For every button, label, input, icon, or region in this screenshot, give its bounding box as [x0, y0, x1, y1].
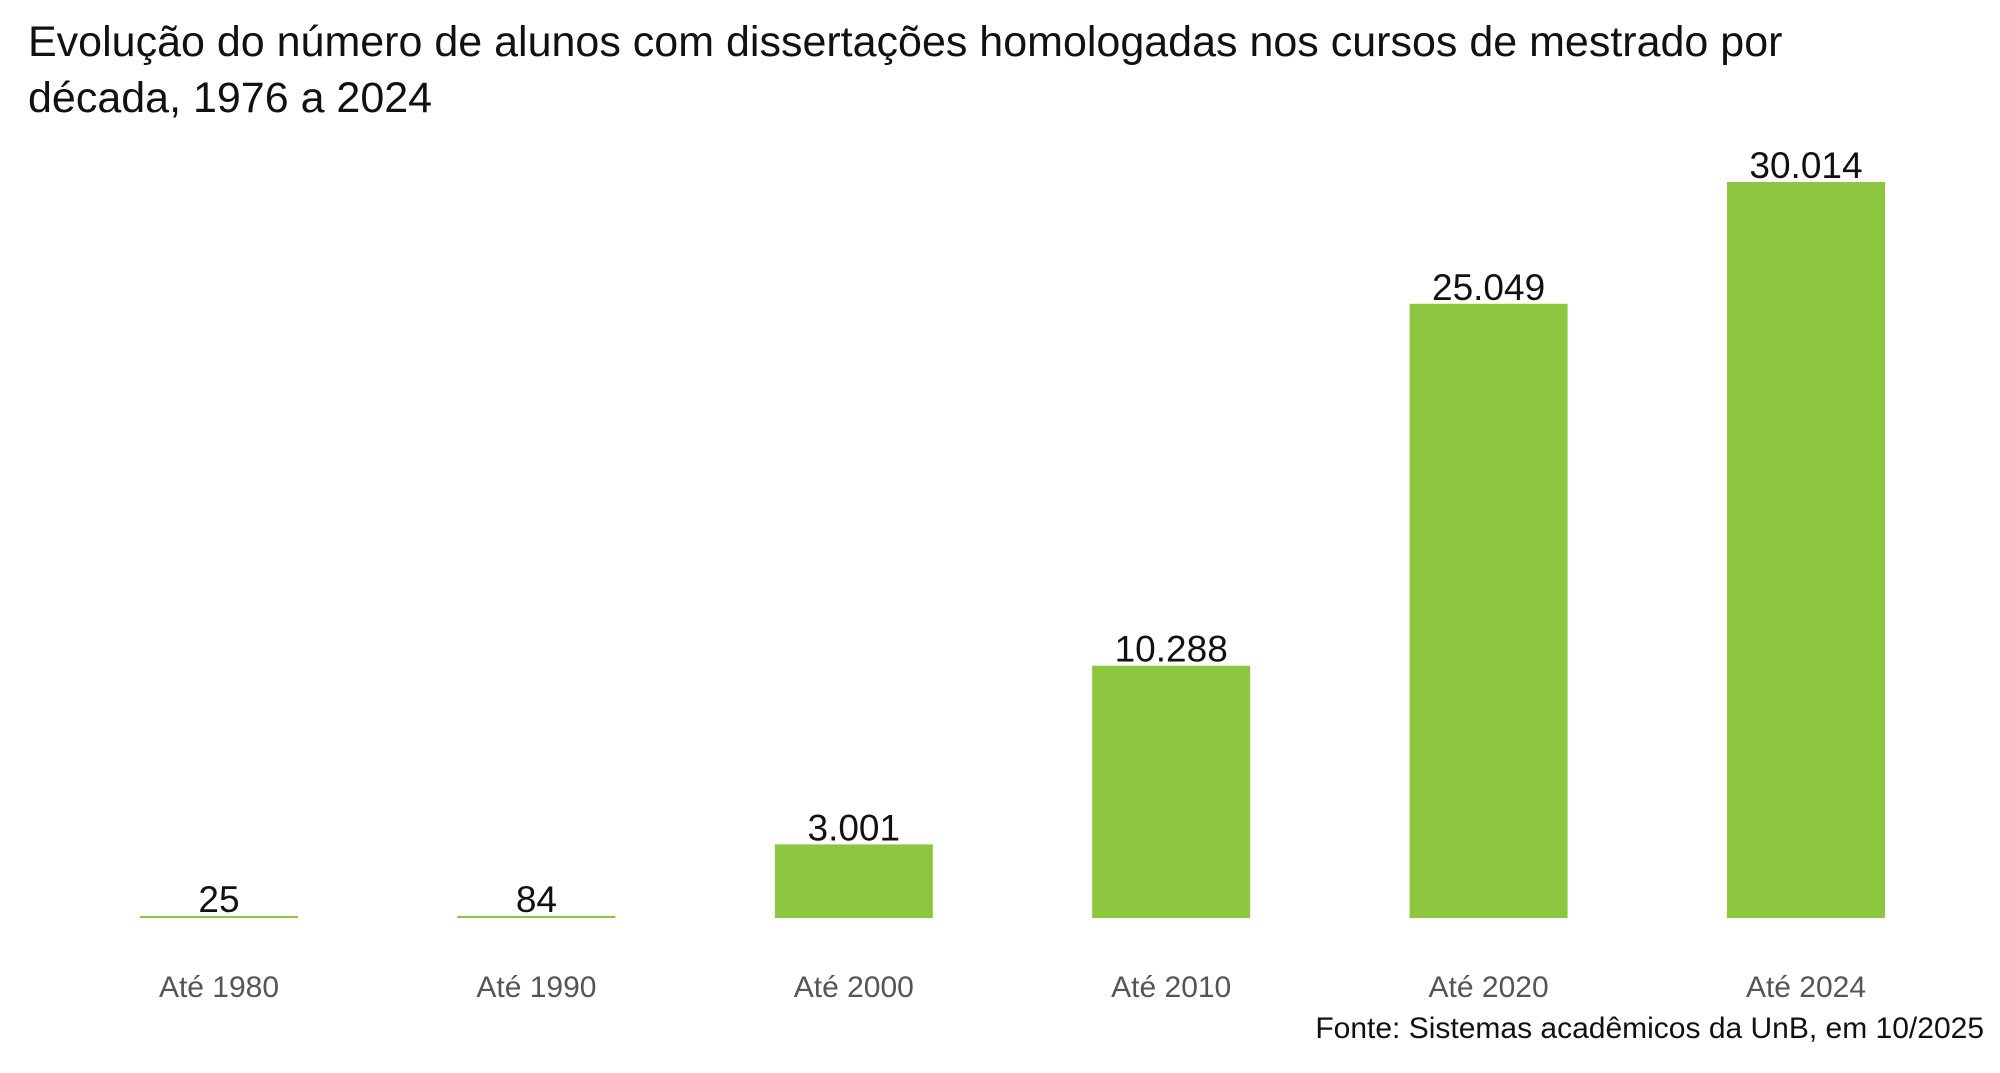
bar-value-label-1: 84: [516, 879, 557, 920]
bar-2: [774, 844, 933, 918]
bar-value-label-0: 25: [198, 879, 239, 920]
x-tick-label-5: Até 2024: [1746, 971, 1866, 1004]
bar-3: [1092, 665, 1251, 918]
x-tick-label-4: Até 2020: [1429, 971, 1549, 1004]
x-axis-labels: Até 1980 Até 1990 Até 2000 Até 2010 Até 2020…: [159, 971, 1866, 1004]
x-tick-label-0: Até 1980: [159, 971, 279, 1004]
source-note: Fonte: Sistemas acadêmicos da UnB, em 10…: [1315, 1012, 1984, 1045]
bar-value-label-5: 30.014: [1749, 145, 1862, 186]
x-tick-label-2: Até 2000: [794, 971, 914, 1004]
value-labels-layer: 25 84 3.001 10.288 25.049 30.014: [198, 145, 1862, 920]
chart-title: Evolução do número de alunos com dissert…: [28, 18, 1783, 122]
x-tick-label-1: Até 1990: [476, 971, 596, 1004]
bar-4: [1409, 303, 1568, 918]
bars-layer: [140, 182, 1885, 918]
bar-value-label-3: 10.288: [1115, 629, 1228, 670]
bar-5: [1727, 182, 1885, 918]
bar-value-label-2: 3.001: [808, 807, 901, 848]
bar-0: [140, 916, 298, 918]
x-tick-label-3: Até 2010: [1111, 971, 1231, 1004]
bar-value-label-4: 25.049: [1432, 267, 1545, 308]
bar-1: [457, 915, 616, 918]
